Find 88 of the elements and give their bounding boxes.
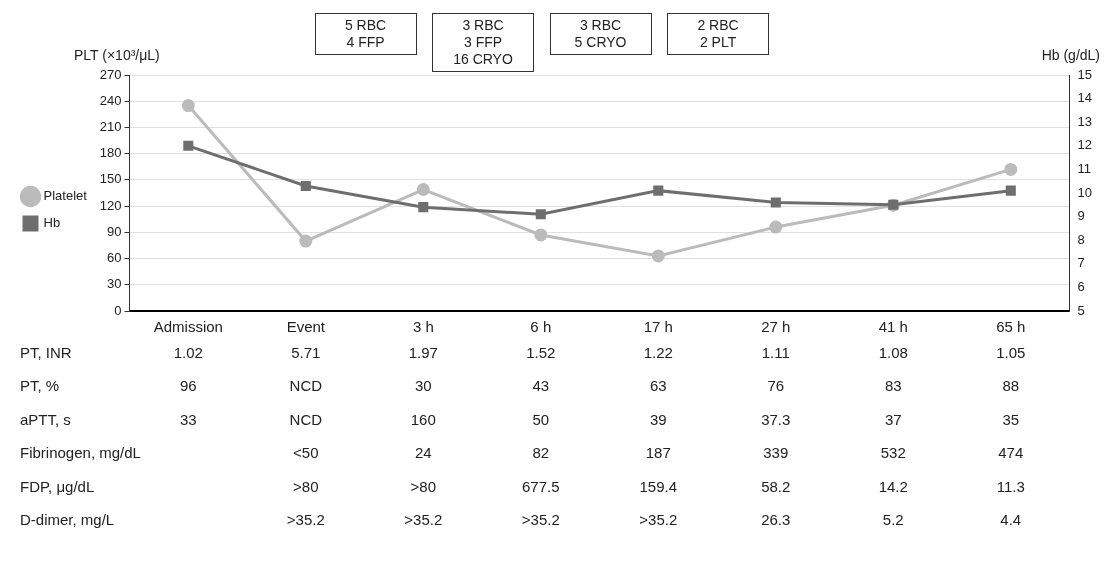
x-tick-label: Admission — [153, 318, 223, 336]
y2-tick-label: 7 — [1077, 255, 1085, 271]
y2-tick-label: 13 — [1077, 113, 1093, 129]
legend-label: Platelet — [43, 188, 88, 204]
text: >80 — [410, 477, 437, 495]
text: 1.02 — [173, 343, 203, 361]
text: 82 — [532, 443, 550, 461]
text: aPTT, s — [20, 410, 71, 428]
text: 30 — [414, 376, 432, 394]
text: 11.3 — [996, 477, 1025, 495]
text: >35.2 — [404, 510, 443, 528]
text: Fibrinogen, mg/dL — [20, 443, 141, 461]
text: 43 — [532, 376, 550, 394]
y-tick-label: 90 — [107, 223, 122, 239]
text: >80 — [293, 477, 319, 495]
y-tick-label: 180 — [99, 145, 122, 161]
text: 37.3 — [761, 410, 791, 428]
text: 14.2 — [878, 477, 908, 495]
y2-axis-title: Hb (g/dL) — [1041, 46, 1100, 63]
x-tick-label: 65 h — [996, 318, 1026, 336]
y2-tick-label: 5 — [1077, 302, 1085, 318]
y-axis-title: PLT (×10³/μL) — [73, 46, 160, 63]
x-tick-label: 17 h — [643, 318, 673, 336]
text: <50 — [293, 443, 319, 461]
text: >35.2 — [286, 510, 325, 528]
x-tick-label: Event — [286, 318, 326, 336]
y-tick-label: 60 — [107, 250, 122, 266]
text: 5 RBC 4 FFP — [314, 13, 417, 55]
text: 35 — [1002, 410, 1020, 428]
text: 2 RBC 2 PLT — [667, 13, 770, 55]
text: PT, % — [20, 376, 60, 394]
text: D-dimer, mg/L — [20, 510, 115, 528]
text: 50 — [532, 410, 550, 428]
y2-tick-label: 11 — [1077, 160, 1092, 176]
y-tick-label: 210 — [99, 119, 122, 135]
text: 37 — [884, 410, 902, 428]
x-tick-label: 6 h — [530, 318, 552, 336]
y-tick-label: 240 — [99, 92, 122, 108]
text: 24 — [414, 443, 432, 461]
text: 1.08 — [878, 343, 908, 361]
text: 5.2 — [882, 510, 904, 528]
text: 5.71 — [291, 343, 321, 361]
y-tick-label: 270 — [99, 66, 122, 82]
text: 474 — [998, 443, 1024, 461]
text: 26.3 — [761, 510, 791, 528]
text: 76 — [767, 376, 785, 394]
text: 88 — [1002, 376, 1020, 394]
text: 160 — [410, 410, 436, 428]
text: 1.52 — [526, 343, 556, 361]
text: 532 — [880, 443, 906, 461]
text: 1.22 — [643, 343, 673, 361]
y-tick-label: 30 — [107, 276, 122, 292]
text: 159.4 — [639, 477, 678, 495]
x-tick-label: 3 h — [412, 318, 434, 336]
y2-tick-label: 8 — [1077, 231, 1085, 247]
text: 3 RBC 3 FFP 16 CRYO — [432, 13, 535, 72]
y-tick-label: 0 — [114, 302, 122, 318]
text: 1.05 — [996, 343, 1026, 361]
text: 58.2 — [761, 477, 791, 495]
text: 4.4 — [1000, 510, 1022, 528]
text: 83 — [884, 376, 902, 394]
text: 1.11 — [761, 343, 790, 361]
y2-tick-label: 12 — [1077, 137, 1093, 153]
y2-tick-label: 10 — [1077, 184, 1093, 200]
text: 96 — [179, 376, 197, 394]
y2-tick-label: 6 — [1077, 278, 1085, 294]
y-tick-label: 120 — [99, 197, 122, 213]
y2-tick-label: 14 — [1077, 90, 1093, 106]
text: PT, INR — [20, 343, 72, 361]
x-tick-label: 27 h — [761, 318, 791, 336]
text: NCD — [289, 376, 323, 394]
text: 33 — [179, 410, 197, 428]
x-tick-label: 41 h — [878, 318, 908, 336]
text: FDP, μg/dL — [20, 477, 95, 495]
legend-label: Hb — [43, 215, 61, 231]
y2-tick-label: 15 — [1077, 66, 1093, 82]
y2-tick-label: 9 — [1077, 208, 1085, 224]
text: 677.5 — [522, 477, 560, 495]
text: >35.2 — [639, 510, 678, 528]
y-tick-label: 150 — [99, 171, 122, 187]
text: 187 — [645, 443, 671, 461]
text: 63 — [649, 376, 667, 394]
text: 39 — [649, 410, 667, 428]
text: 1.97 — [408, 343, 438, 361]
text: 3 RBC 5 CRYO — [549, 13, 652, 55]
text: NCD — [289, 410, 323, 428]
text: 339 — [763, 443, 789, 461]
text: >35.2 — [521, 510, 560, 528]
